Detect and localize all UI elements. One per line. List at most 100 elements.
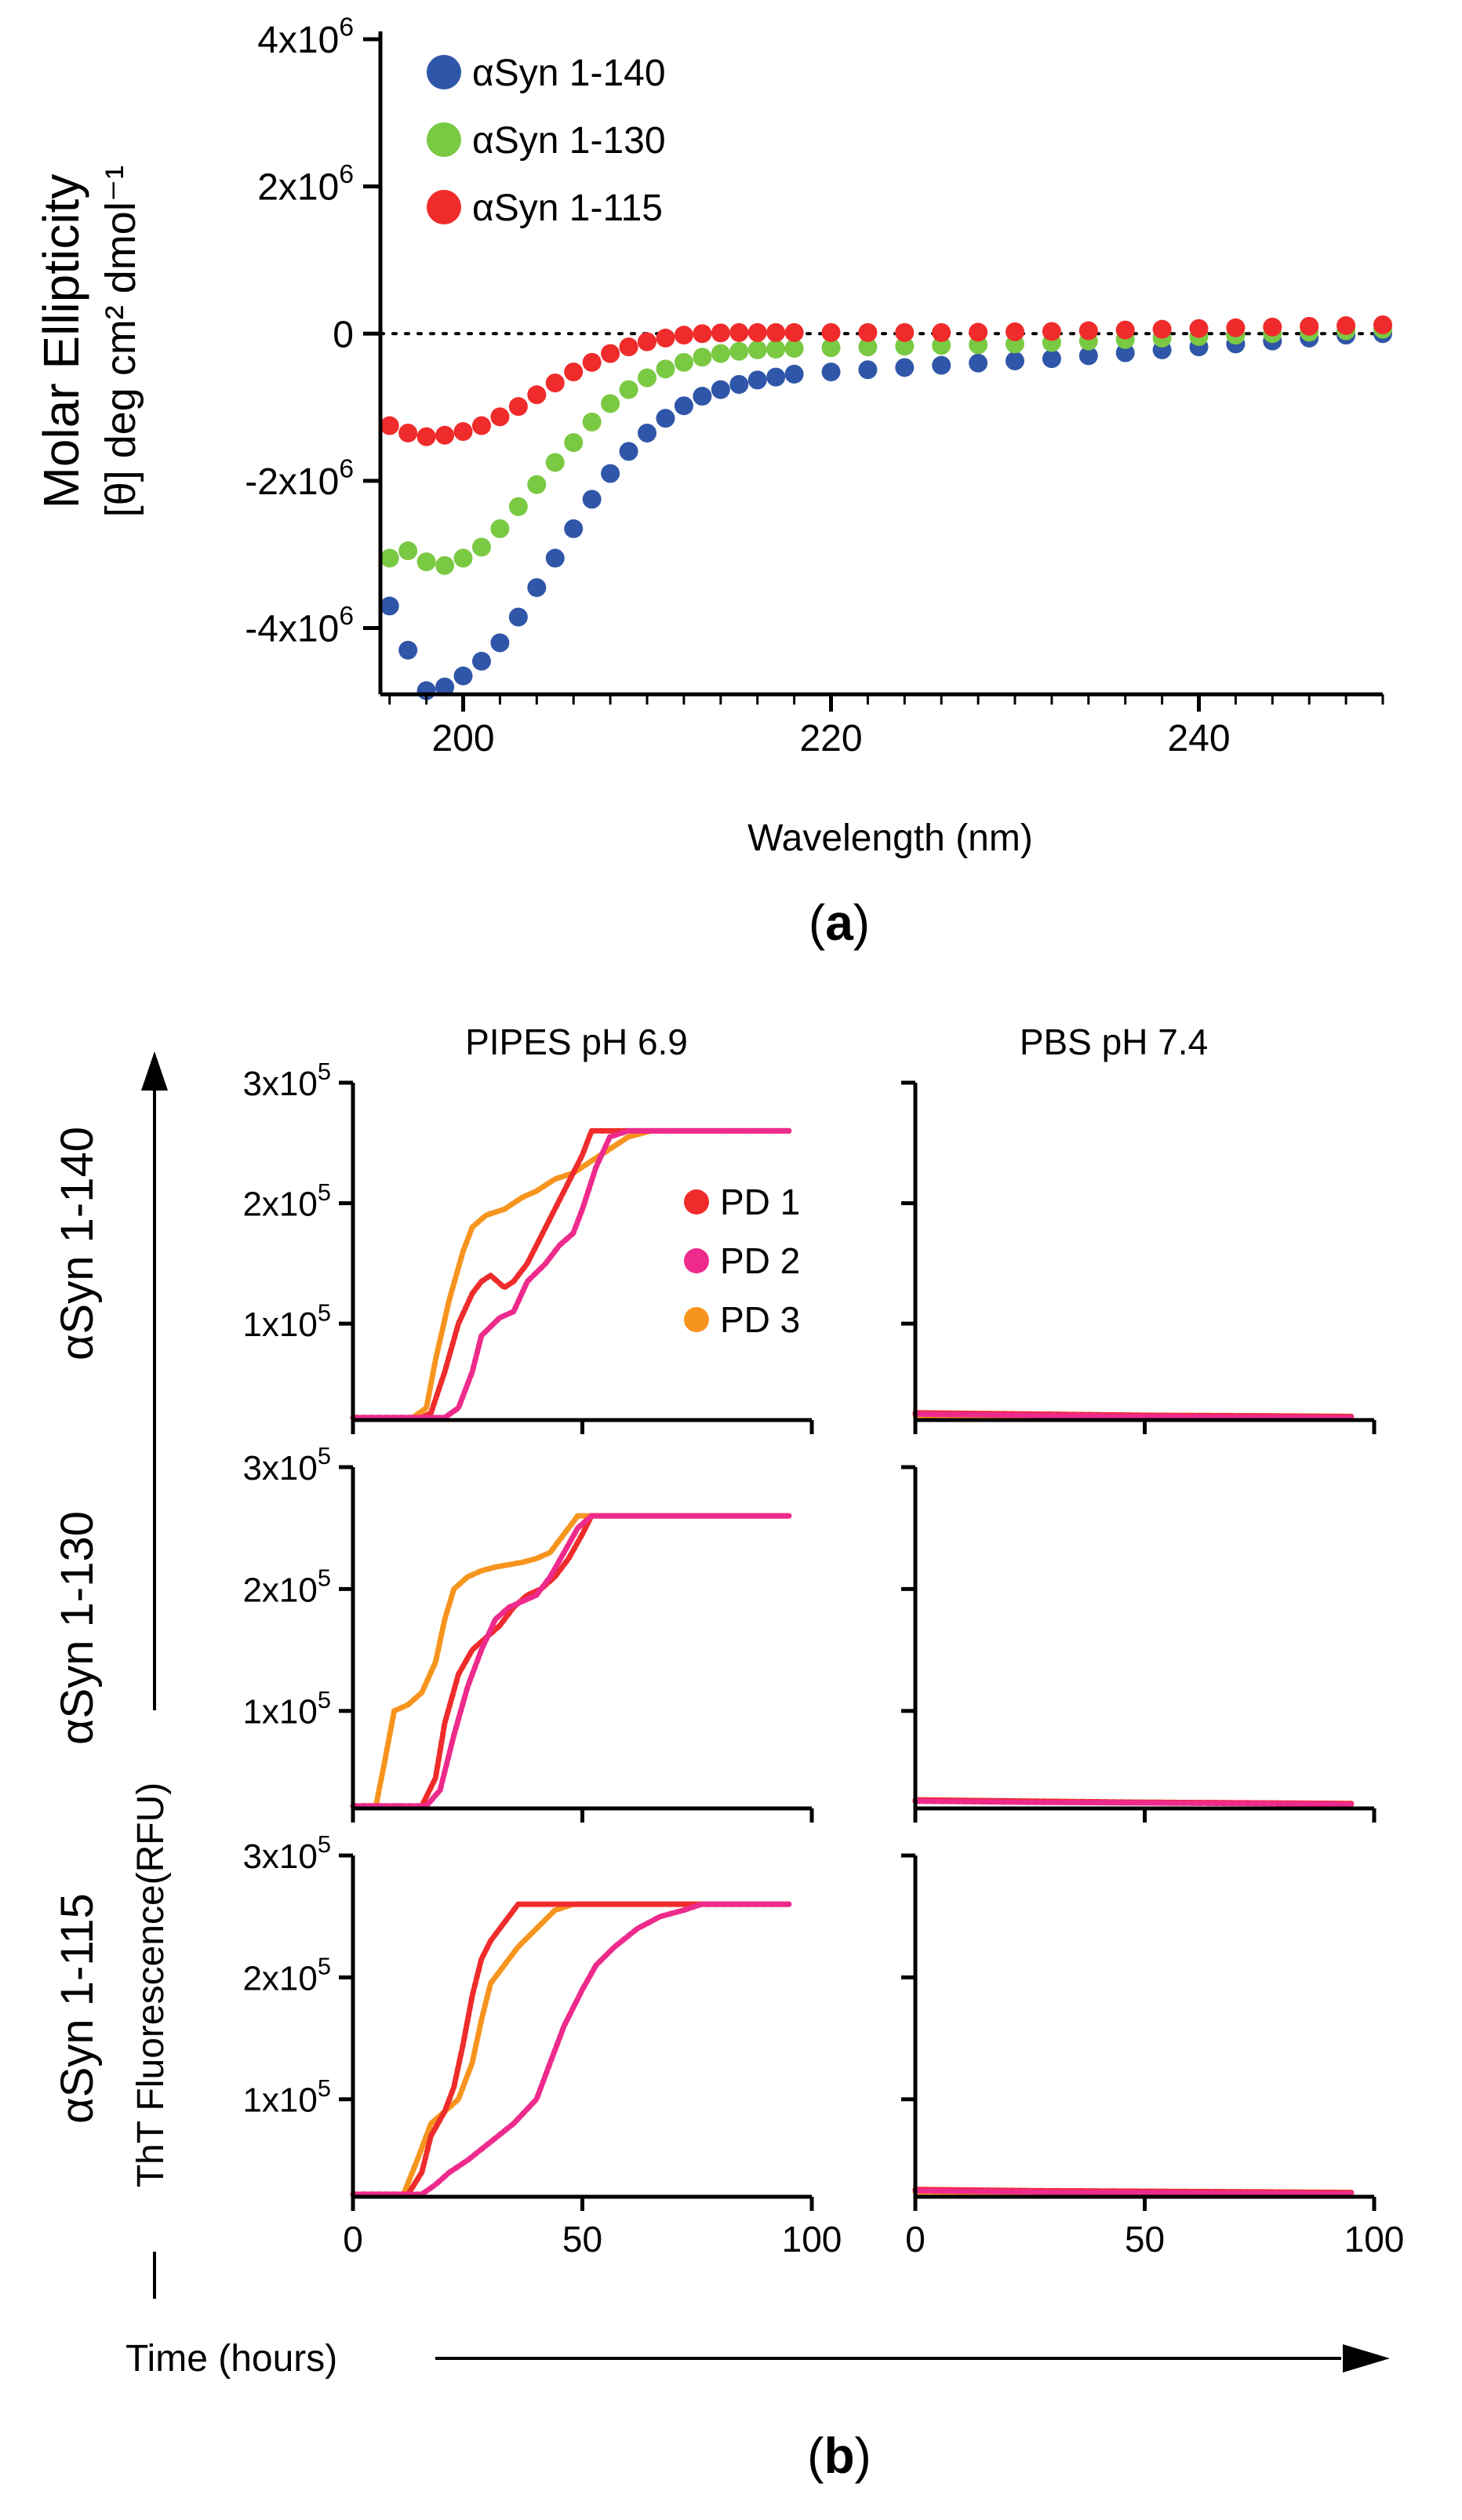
data-point (895, 337, 915, 356)
data-point (416, 552, 436, 572)
subplot-r3-c2: 0 50 100 (901, 1853, 1404, 2260)
data-point (693, 324, 712, 344)
series-PD-2 (912, 2187, 1355, 2197)
data-point (784, 364, 804, 384)
data-point (508, 497, 528, 516)
data-point (380, 596, 399, 616)
series-PD-2 (350, 1901, 792, 2198)
legend-marker (684, 1189, 709, 1214)
x-tick-label: 220 (799, 718, 862, 759)
x-axis-title: Wavelength (nm) (747, 818, 1033, 859)
subplot-r2-c1: 3x105 2x105 1x105 (242, 1442, 814, 1823)
row-label-1-115: αSyn 1-115 (52, 1893, 103, 2124)
y-tick-label: 1x105 (242, 2074, 331, 2120)
row-label-1-140: αSyn 1-140 (52, 1127, 103, 1360)
tht-subplots: 3x105 2x105 1x105 3x105 2x105 1x105 3x105 2x105… (242, 1058, 1404, 2260)
y-tick-label: -4x106 (245, 602, 354, 650)
data-point (1226, 318, 1246, 337)
y-axis-title-line2: [θ] deg cm² dmol⁻¹ (97, 166, 144, 518)
data-point (582, 352, 602, 372)
data-point (674, 396, 693, 416)
data-point (1078, 321, 1098, 340)
data-point (471, 537, 491, 557)
series-αSyn-1-115 (380, 315, 1392, 446)
series-PD-1 (350, 1513, 792, 1809)
series-PD-3 (350, 1127, 792, 1421)
data-point (747, 322, 767, 342)
data-point (582, 490, 602, 509)
y-tick-label: -2x106 (245, 454, 354, 503)
data-point (932, 355, 951, 375)
data-point (969, 353, 988, 373)
data-point (453, 666, 473, 686)
data-point (1337, 315, 1356, 335)
data-point (693, 348, 712, 367)
data-point (1115, 343, 1135, 362)
legend-b: PD 1 PD 2 PD 3 (684, 1182, 800, 1340)
data-point (564, 519, 584, 538)
legend: αSyn 1-140 αSyn 1-130 αSyn 1-115 (427, 53, 666, 229)
data-point (380, 416, 399, 435)
y-tick-label: 4x106 (257, 13, 354, 61)
series-PD-3 (350, 1513, 792, 1809)
data-point (564, 433, 584, 453)
cd-data-points (380, 315, 1392, 701)
legend-marker (684, 1248, 709, 1273)
data-point (435, 555, 455, 575)
data-point (858, 337, 878, 357)
data-point (766, 322, 786, 342)
data-point (435, 677, 455, 697)
data-point (545, 373, 565, 393)
data-point (1115, 320, 1135, 340)
y-tick-label: 0 (333, 314, 354, 355)
data-point (545, 548, 565, 568)
series-PD-3 (350, 1901, 792, 2198)
legend-label: PD 3 (720, 1299, 800, 1340)
data-point (638, 423, 657, 442)
data-point (1263, 317, 1282, 337)
data-point (545, 453, 565, 472)
series-αSyn-1-130 (380, 319, 1392, 575)
y-axis-title-b: ThT Fluorescence(RFU) (130, 1783, 172, 2188)
y-tick-label: 2x106 (257, 160, 354, 209)
data-point (527, 385, 547, 405)
data-point (564, 362, 584, 382)
legend-label: αSyn 1-140 (472, 53, 666, 94)
panel-label-b: (b) (807, 2427, 871, 2484)
data-point (601, 394, 620, 413)
data-point (821, 362, 841, 382)
data-point (582, 412, 602, 432)
data-point (638, 332, 657, 351)
data-point (380, 548, 399, 568)
series-PD-1 (350, 1901, 792, 2198)
data-point (1189, 319, 1209, 338)
data-point (784, 339, 804, 359)
data-point (1152, 319, 1172, 339)
data-point (416, 427, 436, 446)
panel-label-a: (a) (809, 894, 870, 951)
data-point (1300, 316, 1319, 336)
data-point (656, 359, 675, 379)
data-point (711, 380, 730, 399)
data-point (729, 375, 749, 395)
data-point (1042, 349, 1061, 369)
data-point (784, 322, 804, 342)
data-point (601, 344, 620, 363)
data-point (435, 425, 455, 445)
column-title-pipes: PIPES pH 6.9 (465, 1021, 688, 1062)
data-point (747, 370, 767, 390)
data-point (656, 409, 675, 428)
data-point (398, 640, 418, 660)
legend-label: αSyn 1-115 (472, 188, 663, 229)
data-point (656, 328, 675, 348)
x-tick-label: 0 (343, 2219, 363, 2260)
y-tick-label: 3x105 (242, 1442, 331, 1488)
data-point (398, 423, 418, 442)
x-tick-label: 50 (562, 2219, 602, 2260)
legend-label: PD 1 (720, 1182, 800, 1222)
data-point (619, 337, 638, 357)
series-PD-2 (912, 1798, 1355, 1808)
legend-label: PD 2 (720, 1240, 800, 1281)
data-point (490, 633, 510, 653)
y-tick-label: 3x105 (242, 1058, 331, 1103)
